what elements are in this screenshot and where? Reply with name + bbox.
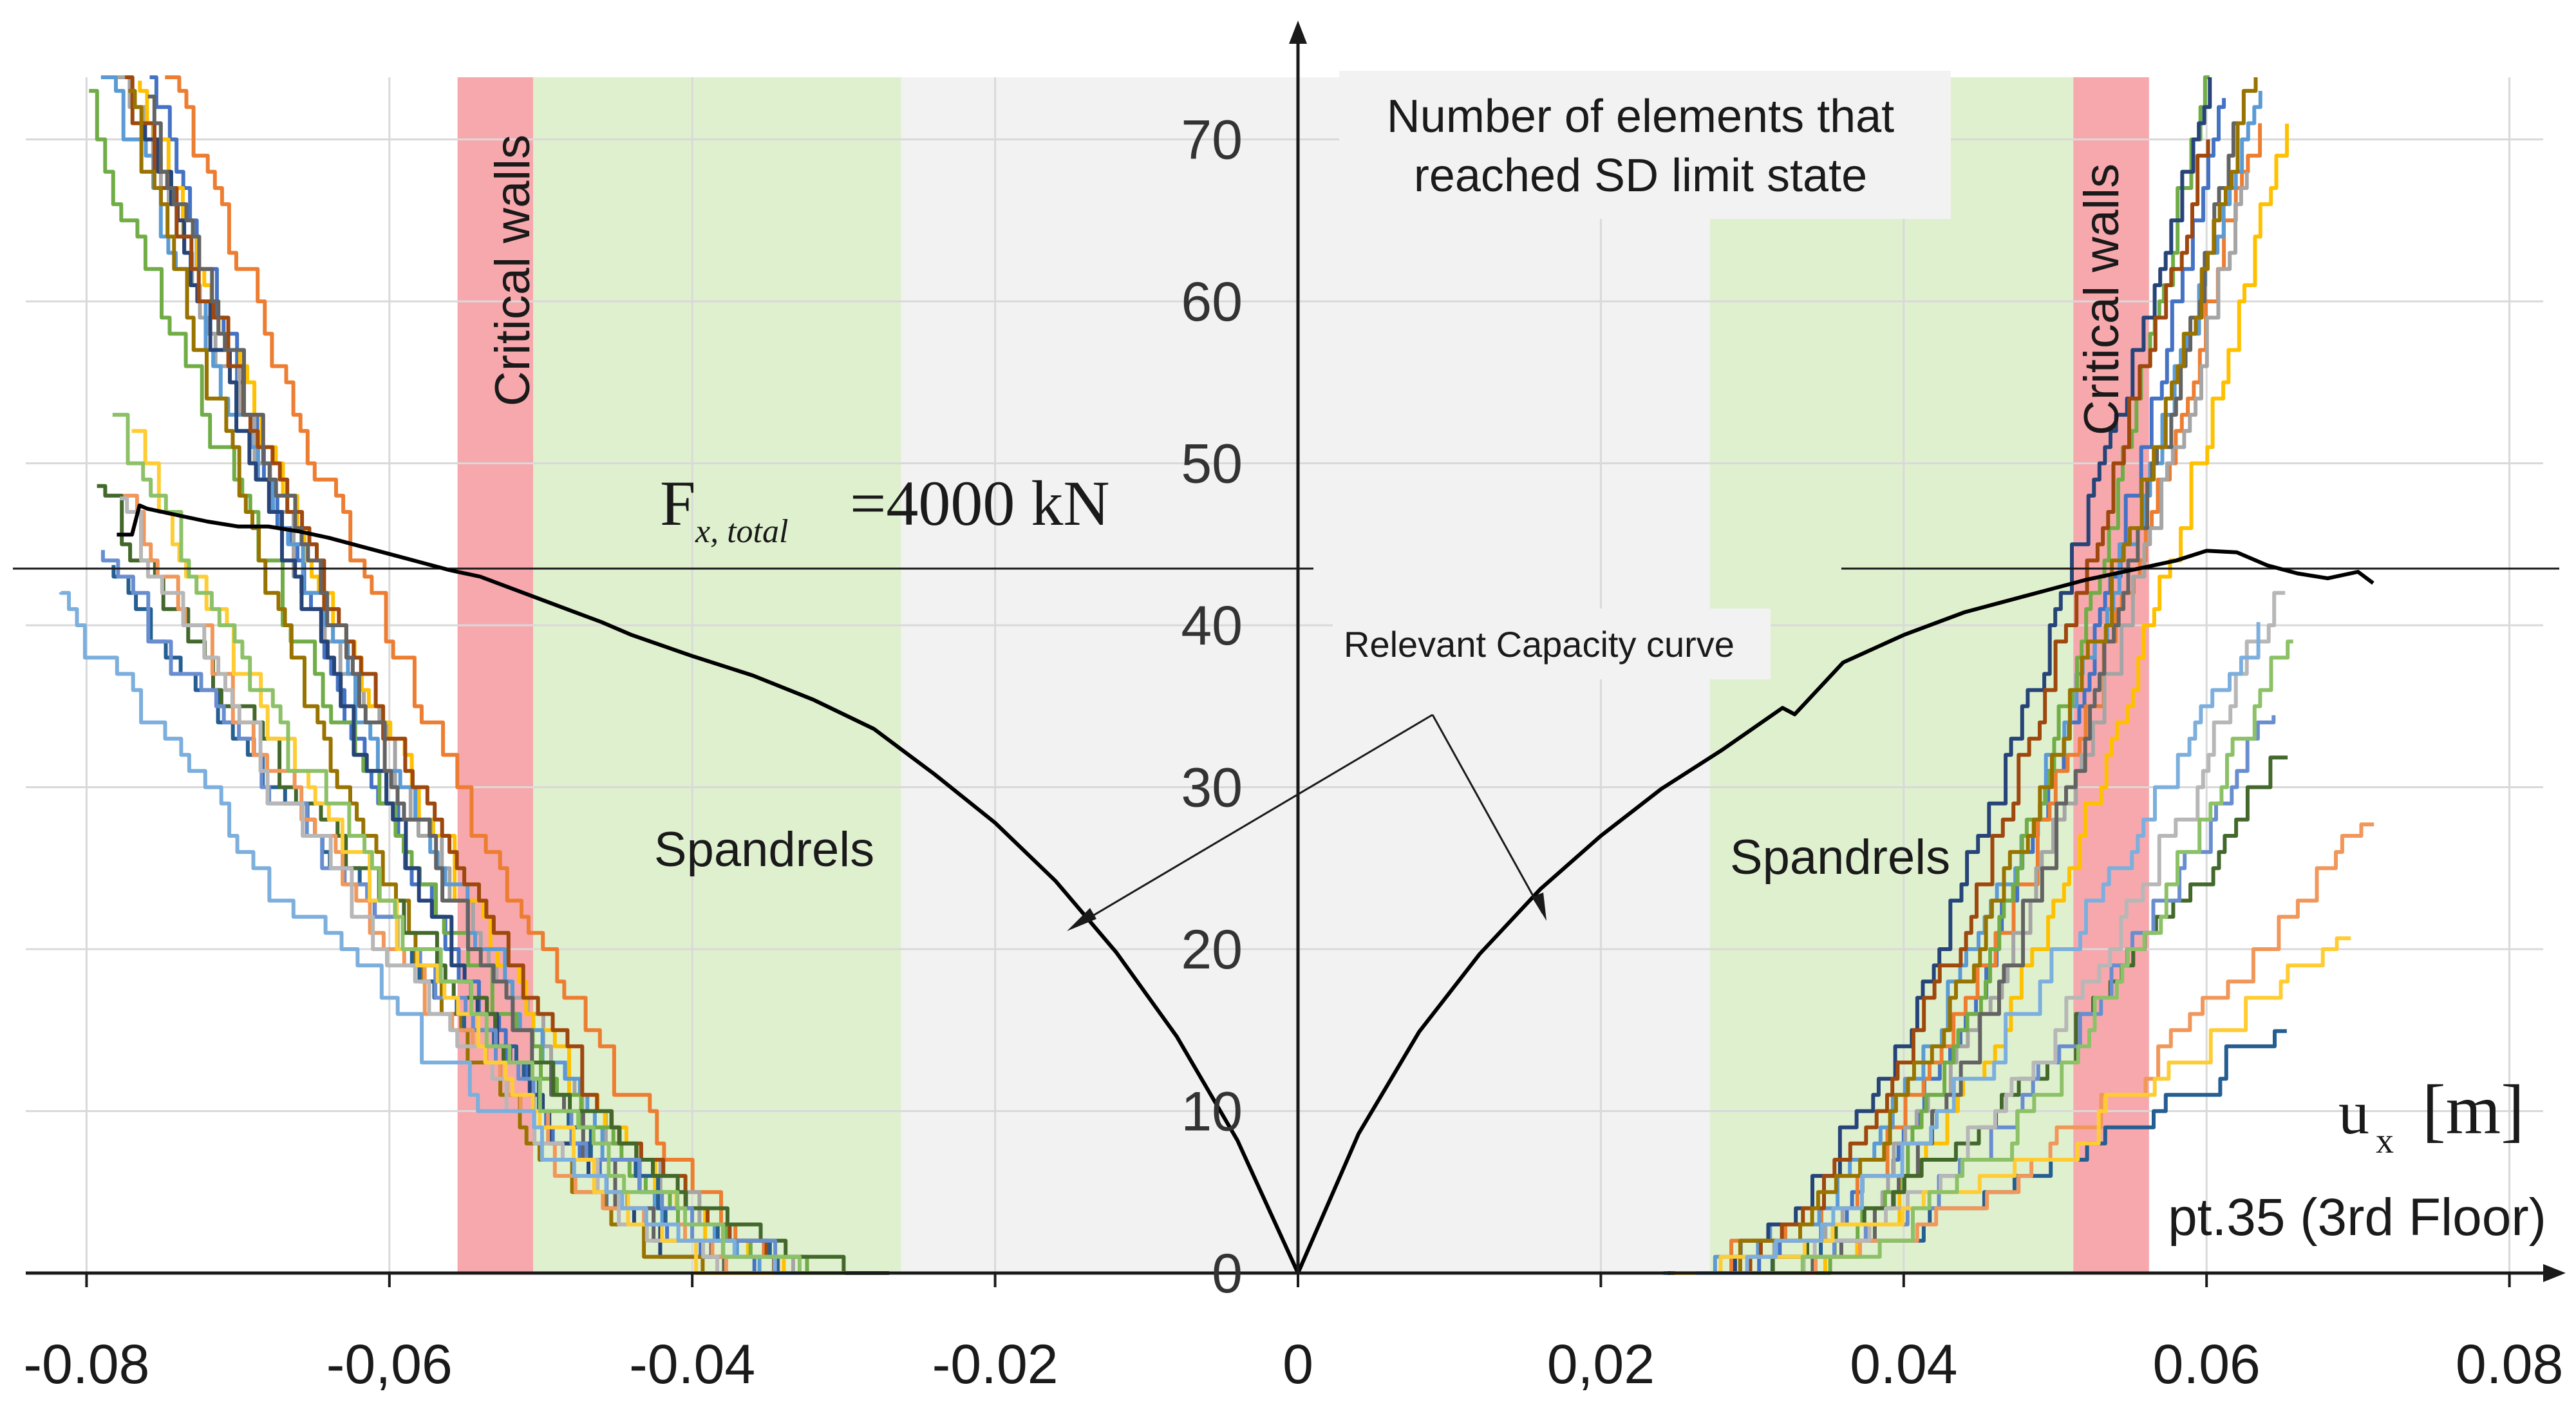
zone-label-critical-walls-left: Critical walls bbox=[485, 135, 540, 406]
series-right-35 bbox=[1751, 639, 2293, 1275]
series-right-33 bbox=[1675, 936, 2351, 1275]
capacity-label-backdrop bbox=[1333, 609, 1771, 679]
annotation-arrow-left bbox=[1073, 713, 1433, 929]
title-backdrop bbox=[1339, 71, 1951, 219]
capacity-curve-label: Relevant Capacity curve bbox=[1344, 624, 1735, 665]
annotation-arrow-right bbox=[1431, 714, 1544, 914]
x-tick-label-7: 0.06 bbox=[2153, 1334, 2261, 1395]
zone-label-spandrels-right: Spandrels bbox=[1730, 830, 1950, 885]
tick-labels: -0.08 -0,06 -0.04 -0.02 0 0,02 0.04 0.06 0.08 0 10… bbox=[23, 109, 2563, 1396]
axes bbox=[26, 21, 2566, 1287]
chart-title-line-2: reached SD limit state bbox=[1414, 150, 1867, 202]
y-tick-label-0: 0 bbox=[1212, 1243, 1243, 1305]
x-tick-label-2: -0.04 bbox=[629, 1334, 755, 1395]
y-tick-label-6: 60 bbox=[1181, 271, 1243, 333]
x-axis-label-subscript: x bbox=[2376, 1121, 2394, 1161]
x-axis-label-unit: [m] bbox=[2422, 1070, 2524, 1149]
capacity-curve-group bbox=[117, 503, 2374, 1274]
series-right-25 bbox=[1689, 139, 2210, 1275]
x-tick-label-4: 0 bbox=[1283, 1334, 1313, 1395]
y-tick-label-4: 40 bbox=[1181, 595, 1243, 657]
force-subscript: x, total bbox=[695, 513, 788, 550]
y-tick-label-3: 30 bbox=[1181, 757, 1243, 819]
y-tick-label-7: 70 bbox=[1181, 109, 1243, 171]
x-tick-label-6: 0.04 bbox=[1850, 1334, 1957, 1395]
capacity-curve-right bbox=[1296, 549, 2374, 1274]
element-count-series bbox=[59, 75, 2374, 1275]
force-label: F x, total =4000 kN bbox=[660, 467, 1110, 550]
svg-text:F: F bbox=[660, 467, 696, 539]
y-tick-label-1: 10 bbox=[1181, 1081, 1243, 1143]
zone-label-critical-walls-right: Critical walls bbox=[2074, 164, 2129, 435]
chart-subtitle: pt.35 (3rd Floor) bbox=[2168, 1188, 2546, 1247]
annotation-arrowhead-right bbox=[1532, 892, 1547, 921]
series-left-1 bbox=[165, 75, 852, 1275]
x-axis-label-symbol: u bbox=[2338, 1078, 2369, 1147]
x-tick-label-5: 0,02 bbox=[1547, 1334, 1655, 1395]
force-symbol: F bbox=[660, 467, 696, 539]
capacity-curve-left bbox=[117, 503, 1300, 1274]
chart-title-line-1: Number of elements that bbox=[1387, 91, 1894, 142]
series-left-16 bbox=[59, 590, 829, 1275]
y-tick-label-2: 20 bbox=[1181, 919, 1243, 981]
x-tick-label-8: 0.08 bbox=[2456, 1334, 2563, 1395]
x-tick-label-3: -0.02 bbox=[932, 1334, 1058, 1395]
zone-labels: Critical walls Spandrels Spandrels Criti… bbox=[485, 135, 2129, 885]
force-value: =4000 kN bbox=[850, 467, 1110, 539]
annotation-arrowhead-left bbox=[1067, 908, 1096, 931]
series-right-34 bbox=[1696, 622, 2261, 1275]
chart-title: Number of elements that reached SD limit… bbox=[1339, 71, 1951, 219]
zone-band-1 bbox=[533, 77, 901, 1273]
x-tick-label-1: -0,06 bbox=[326, 1334, 453, 1395]
y-tick-label-5: 50 bbox=[1181, 433, 1243, 495]
x-tick-label-0: -0.08 bbox=[23, 1334, 149, 1395]
x-axis-label: u x [m] bbox=[2338, 1070, 2524, 1161]
x-axis-arrowhead bbox=[2543, 1264, 2566, 1282]
y-axis-arrowhead bbox=[1289, 21, 1307, 44]
series-left-17 bbox=[112, 413, 845, 1275]
zone-label-spandrels-left: Spandrels bbox=[654, 822, 874, 877]
series-right-27 bbox=[1671, 77, 2258, 1275]
